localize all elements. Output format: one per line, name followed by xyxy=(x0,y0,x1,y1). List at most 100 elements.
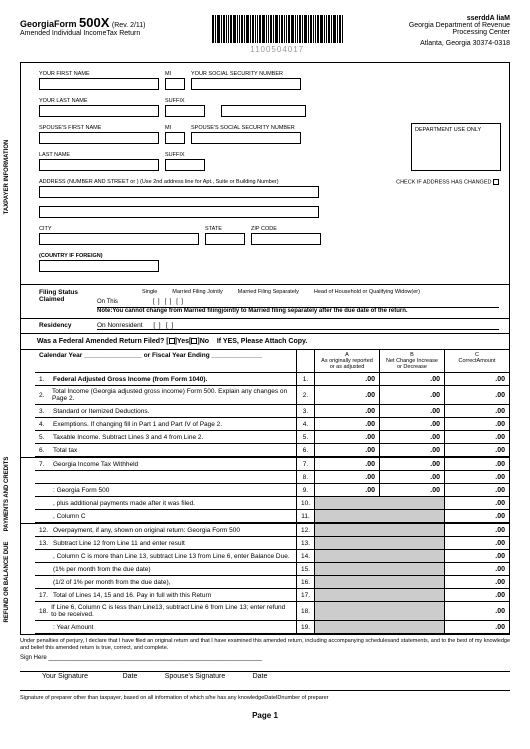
line-desc: 7.Georgia Income Tax Withheld xyxy=(35,458,296,470)
line-val-c[interactable]: .00 xyxy=(444,563,509,575)
line-grey xyxy=(314,537,444,549)
line-val-b[interactable]: .00 xyxy=(379,431,444,443)
line-val-c[interactable]: .00 xyxy=(444,418,509,430)
line-row: 2.Total Income (Georgia adjusted gross i… xyxy=(35,386,509,405)
line-grey xyxy=(314,510,444,522)
on-this-label: On This xyxy=(97,299,118,305)
line-grey xyxy=(314,550,444,562)
line-val-a[interactable]: .00 xyxy=(314,458,379,470)
line-row: 5.Taxable Income. Subtract Lines 3 and 4… xyxy=(35,431,509,444)
barcode xyxy=(212,15,343,43)
state-label: STATE xyxy=(205,226,245,232)
amended-yes-checkbox[interactable] xyxy=(169,338,175,344)
country-input[interactable] xyxy=(39,260,159,272)
line-val-a[interactable]: .00 xyxy=(314,373,379,385)
suffix-input[interactable] xyxy=(165,105,205,117)
line-num: 11. xyxy=(296,510,314,522)
line-row: 17.Total of Lines 14, 15 and 16. Pay in … xyxy=(35,589,509,602)
line-val-b[interactable]: .00 xyxy=(379,386,444,404)
line-val-c[interactable]: .00 xyxy=(444,510,509,522)
line-val-c[interactable]: .00 xyxy=(444,576,509,588)
header-center: 1100504017 xyxy=(212,15,343,54)
line-val-c[interactable]: .00 xyxy=(444,386,509,404)
address-changed-checkbox[interactable] xyxy=(493,179,499,185)
line-val-c[interactable]: .00 xyxy=(444,444,509,456)
extra-box-1[interactable] xyxy=(221,105,306,117)
line-num: 14. xyxy=(296,550,314,562)
filing-opt-mfs: Married Filing Separately xyxy=(238,289,299,295)
line-desc: 12.Overpayment, if any, shown on origina… xyxy=(35,524,296,536)
line-val-a[interactable]: .00 xyxy=(314,418,379,430)
filing-opt-hoh: Head of Household or Qualifying Widow(er… xyxy=(314,289,420,295)
first-name-input[interactable] xyxy=(39,78,159,90)
ssn-input[interactable] xyxy=(191,78,301,90)
line-row: 4.Exemptions. If changing fill in Part 1… xyxy=(35,418,509,431)
line-val-a[interactable]: .00 xyxy=(314,444,379,456)
line-val-c[interactable]: .00 xyxy=(444,589,509,601)
city-input[interactable] xyxy=(39,233,199,245)
dept-name: Georgia Department of Revenue xyxy=(409,22,510,29)
line-row: 7.Georgia Income Tax Withheld7..00.00.00 xyxy=(35,458,509,471)
filing-opt-mfj: Married Filing Jointly xyxy=(172,289,222,295)
spouse-suffix-input[interactable] xyxy=(165,159,205,171)
line-num: 12. xyxy=(296,524,314,536)
filing-note: Note:You cannot change from Married fili… xyxy=(97,308,499,314)
spouse-ssn-input[interactable] xyxy=(191,132,301,144)
line-val-c[interactable]: .00 xyxy=(444,621,509,633)
line-val-c[interactable]: .00 xyxy=(444,602,509,620)
spouse-sig-label: Spouse's Signature xyxy=(150,673,240,680)
line-val-c[interactable]: .00 xyxy=(444,431,509,443)
date-label: Date xyxy=(110,673,150,680)
last-name-label: YOUR LAST NAME xyxy=(39,98,159,104)
line-num: 5. xyxy=(296,431,314,443)
taxpayer-vert-label: TAXPAYER INFORMATION xyxy=(4,139,10,214)
calendar-year-label: Calendar Year ________________ or Fiscal… xyxy=(35,350,296,372)
address-input[interactable] xyxy=(39,186,319,198)
line-desc: 18.If Line 6, Column C is less than Line… xyxy=(35,602,296,620)
line-val-c[interactable]: .00 xyxy=(444,405,509,417)
line-num: 3. xyxy=(296,405,314,417)
line-val-c[interactable]: .00 xyxy=(444,458,509,470)
amended-no-checkbox[interactable] xyxy=(191,338,197,344)
line-val-b[interactable]: .00 xyxy=(379,405,444,417)
line-val-c[interactable]: .00 xyxy=(444,471,509,483)
line-val-c[interactable]: .00 xyxy=(444,524,509,536)
state-input[interactable] xyxy=(205,233,245,245)
line-val-a[interactable]: .00 xyxy=(314,431,379,443)
spouse-last-input[interactable] xyxy=(39,159,159,171)
address2-input[interactable] xyxy=(39,206,319,218)
line-val-b[interactable]: .00 xyxy=(379,418,444,430)
line-val-a[interactable]: .00 xyxy=(314,386,379,404)
line-val-c[interactable]: .00 xyxy=(444,537,509,549)
line-num: 13. xyxy=(296,537,314,549)
line-val-b[interactable]: .00 xyxy=(379,373,444,385)
spouse-mi-input[interactable] xyxy=(165,132,185,144)
line-val-b[interactable]: .00 xyxy=(379,484,444,496)
line-val-c[interactable]: .00 xyxy=(444,484,509,496)
line-desc: 6.Total tax xyxy=(35,444,296,456)
revision: (Rev. 2/11) xyxy=(112,22,146,29)
line-val-c[interactable]: .00 xyxy=(444,550,509,562)
form-page: GeorgiaForm 500X (Rev. 2/11) Amended Ind… xyxy=(0,0,530,735)
line-val-b[interactable]: .00 xyxy=(379,444,444,456)
line-val-b[interactable]: .00 xyxy=(379,458,444,470)
mi-input[interactable] xyxy=(165,78,185,90)
line-num: 17. xyxy=(296,589,314,601)
line-num: 2. xyxy=(296,386,314,404)
line-row: 6.Total tax6..00.00.00 xyxy=(35,444,509,457)
line-desc: 4.Exemptions. If changing fill in Part 1… xyxy=(35,418,296,430)
line-val-b[interactable]: .00 xyxy=(379,471,444,483)
filing-opt-single: Single xyxy=(142,289,157,295)
page-number: Page 1 xyxy=(20,711,510,720)
line-val-c[interactable]: .00 xyxy=(444,497,509,509)
line-val-c[interactable]: .00 xyxy=(444,373,509,385)
line-num: 9. xyxy=(296,484,314,496)
line-val-a[interactable]: .00 xyxy=(314,471,379,483)
zip-input[interactable] xyxy=(251,233,321,245)
line-val-a[interactable]: .00 xyxy=(314,405,379,417)
last-name-input[interactable] xyxy=(39,105,159,117)
line-val-a[interactable]: .00 xyxy=(314,484,379,496)
filing-section: Filing Status Claimed Single Married Fil… xyxy=(21,285,509,319)
spouse-first-input[interactable] xyxy=(39,132,159,144)
line-desc: (1% per month from the due date) xyxy=(35,563,296,575)
